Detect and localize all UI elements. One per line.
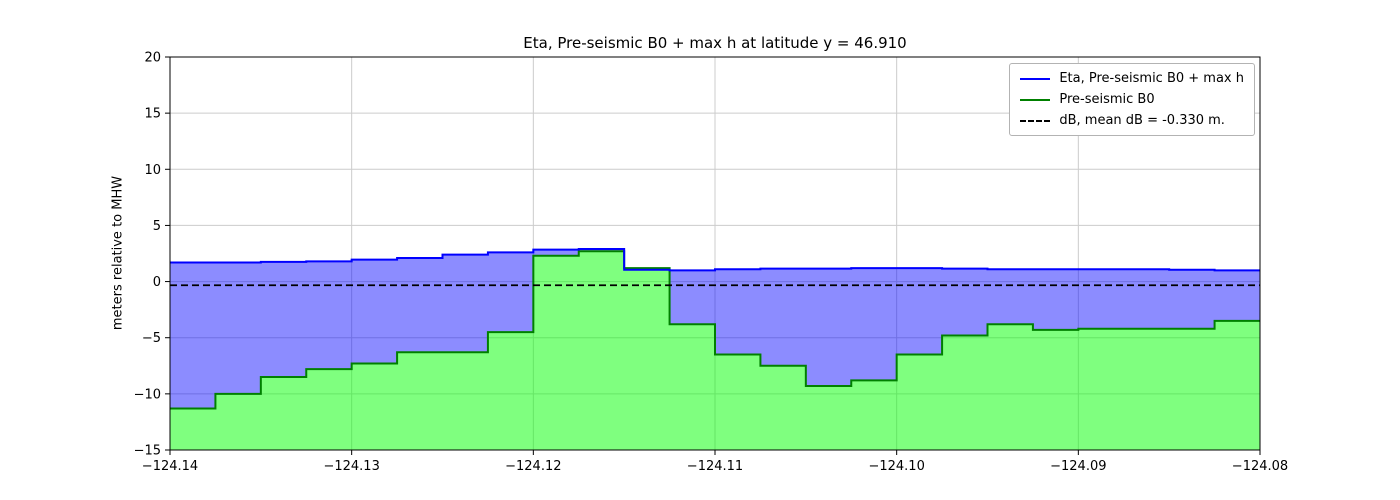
y-tick-label: 5 bbox=[153, 219, 161, 234]
legend-label: Eta, Pre-seismic B0 + max h bbox=[1059, 71, 1244, 86]
legend: Eta, Pre-seismic B0 + max h Pre-seismic B… bbox=[1009, 63, 1255, 136]
y-tick-label: −10 bbox=[134, 387, 161, 402]
x-tick-label: −124.14 bbox=[142, 459, 198, 474]
legend-label: Pre-seismic B0 bbox=[1059, 92, 1155, 107]
legend-dashed-line-sample bbox=[1020, 119, 1051, 122]
legend-line-sample bbox=[1020, 98, 1051, 101]
y-axis-label: meters relative to MHW bbox=[110, 175, 126, 331]
eta-line bbox=[170, 248, 1260, 272]
legend-item: Pre-seismic B0 bbox=[1020, 92, 1244, 107]
legend-item: Eta, Pre-seismic B0 + max h bbox=[1020, 71, 1244, 86]
x-tick-label: −124.09 bbox=[1050, 459, 1106, 474]
x-tick-label: −124.12 bbox=[505, 459, 561, 474]
x-tick-label: −124.10 bbox=[868, 459, 924, 474]
y-tick-label: 20 bbox=[144, 51, 161, 66]
chart-title: Eta, Pre-seismic B0 + max h at latitude … bbox=[523, 34, 907, 52]
y-tick-label: −15 bbox=[134, 444, 161, 459]
y-tick-label: 0 bbox=[153, 275, 161, 290]
b0-line bbox=[170, 250, 1260, 410]
legend-item: dB, mean dB = -0.330 m. bbox=[1020, 113, 1244, 128]
x-tick-label: −124.08 bbox=[1232, 459, 1288, 474]
x-tick-label: −124.13 bbox=[323, 459, 379, 474]
y-tick-label: −5 bbox=[142, 331, 161, 346]
y-tick-label: 15 bbox=[144, 107, 161, 122]
legend-label: dB, mean dB = -0.330 m. bbox=[1059, 113, 1225, 128]
y-tick-label: 10 bbox=[144, 163, 161, 178]
x-tick-label: −124.11 bbox=[687, 459, 743, 474]
legend-line-sample bbox=[1020, 77, 1051, 80]
